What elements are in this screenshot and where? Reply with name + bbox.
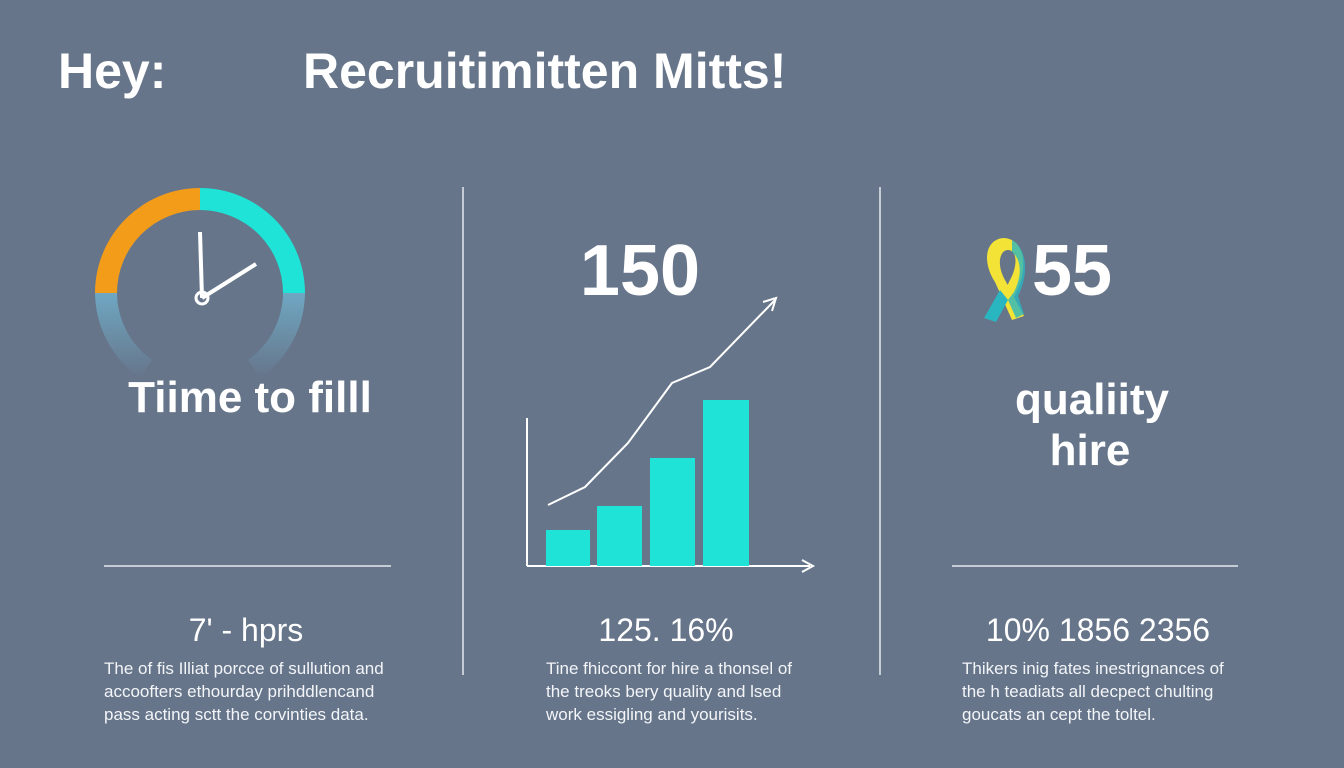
panel-description: pass acting sctt the corvinties data. — [104, 705, 369, 724]
growth-chart-icon — [526, 296, 816, 573]
panel-description: Tine fhiccont for hire a thonsel of — [546, 659, 792, 678]
panel-description: work essigling and yourisits. — [545, 705, 758, 724]
panel-stat: 10% 1856 2356 — [986, 612, 1210, 648]
panel-stat: 125. 16% — [598, 612, 733, 648]
panel-description: the h teadiats all decpect chulting — [962, 682, 1213, 701]
panel-description: accoofters ethourday prihddlencand — [104, 682, 374, 701]
gauge-icon — [95, 188, 305, 378]
panel-description: The of fis Illiat porcce of sullution an… — [104, 659, 384, 678]
big-number: 55 — [1032, 231, 1112, 311]
ribbon-icon — [984, 238, 1026, 322]
panel-description: goucats an cept the toltel. — [962, 705, 1156, 724]
panel-stat: 7' - hprs — [189, 612, 304, 648]
big-number: 150 — [580, 231, 700, 311]
greeting: Hey: — [58, 43, 166, 99]
panel-description: the treoks bery quality and lsed — [546, 682, 781, 701]
panel-description: Thikers inig fates inestrignances of — [962, 659, 1224, 678]
panel-label: hire — [1050, 426, 1131, 475]
title: Recruitimitten Mitts! — [303, 43, 786, 99]
panel-label: Tiime to filll — [128, 373, 372, 422]
panel-label: qualiity — [1015, 375, 1170, 424]
